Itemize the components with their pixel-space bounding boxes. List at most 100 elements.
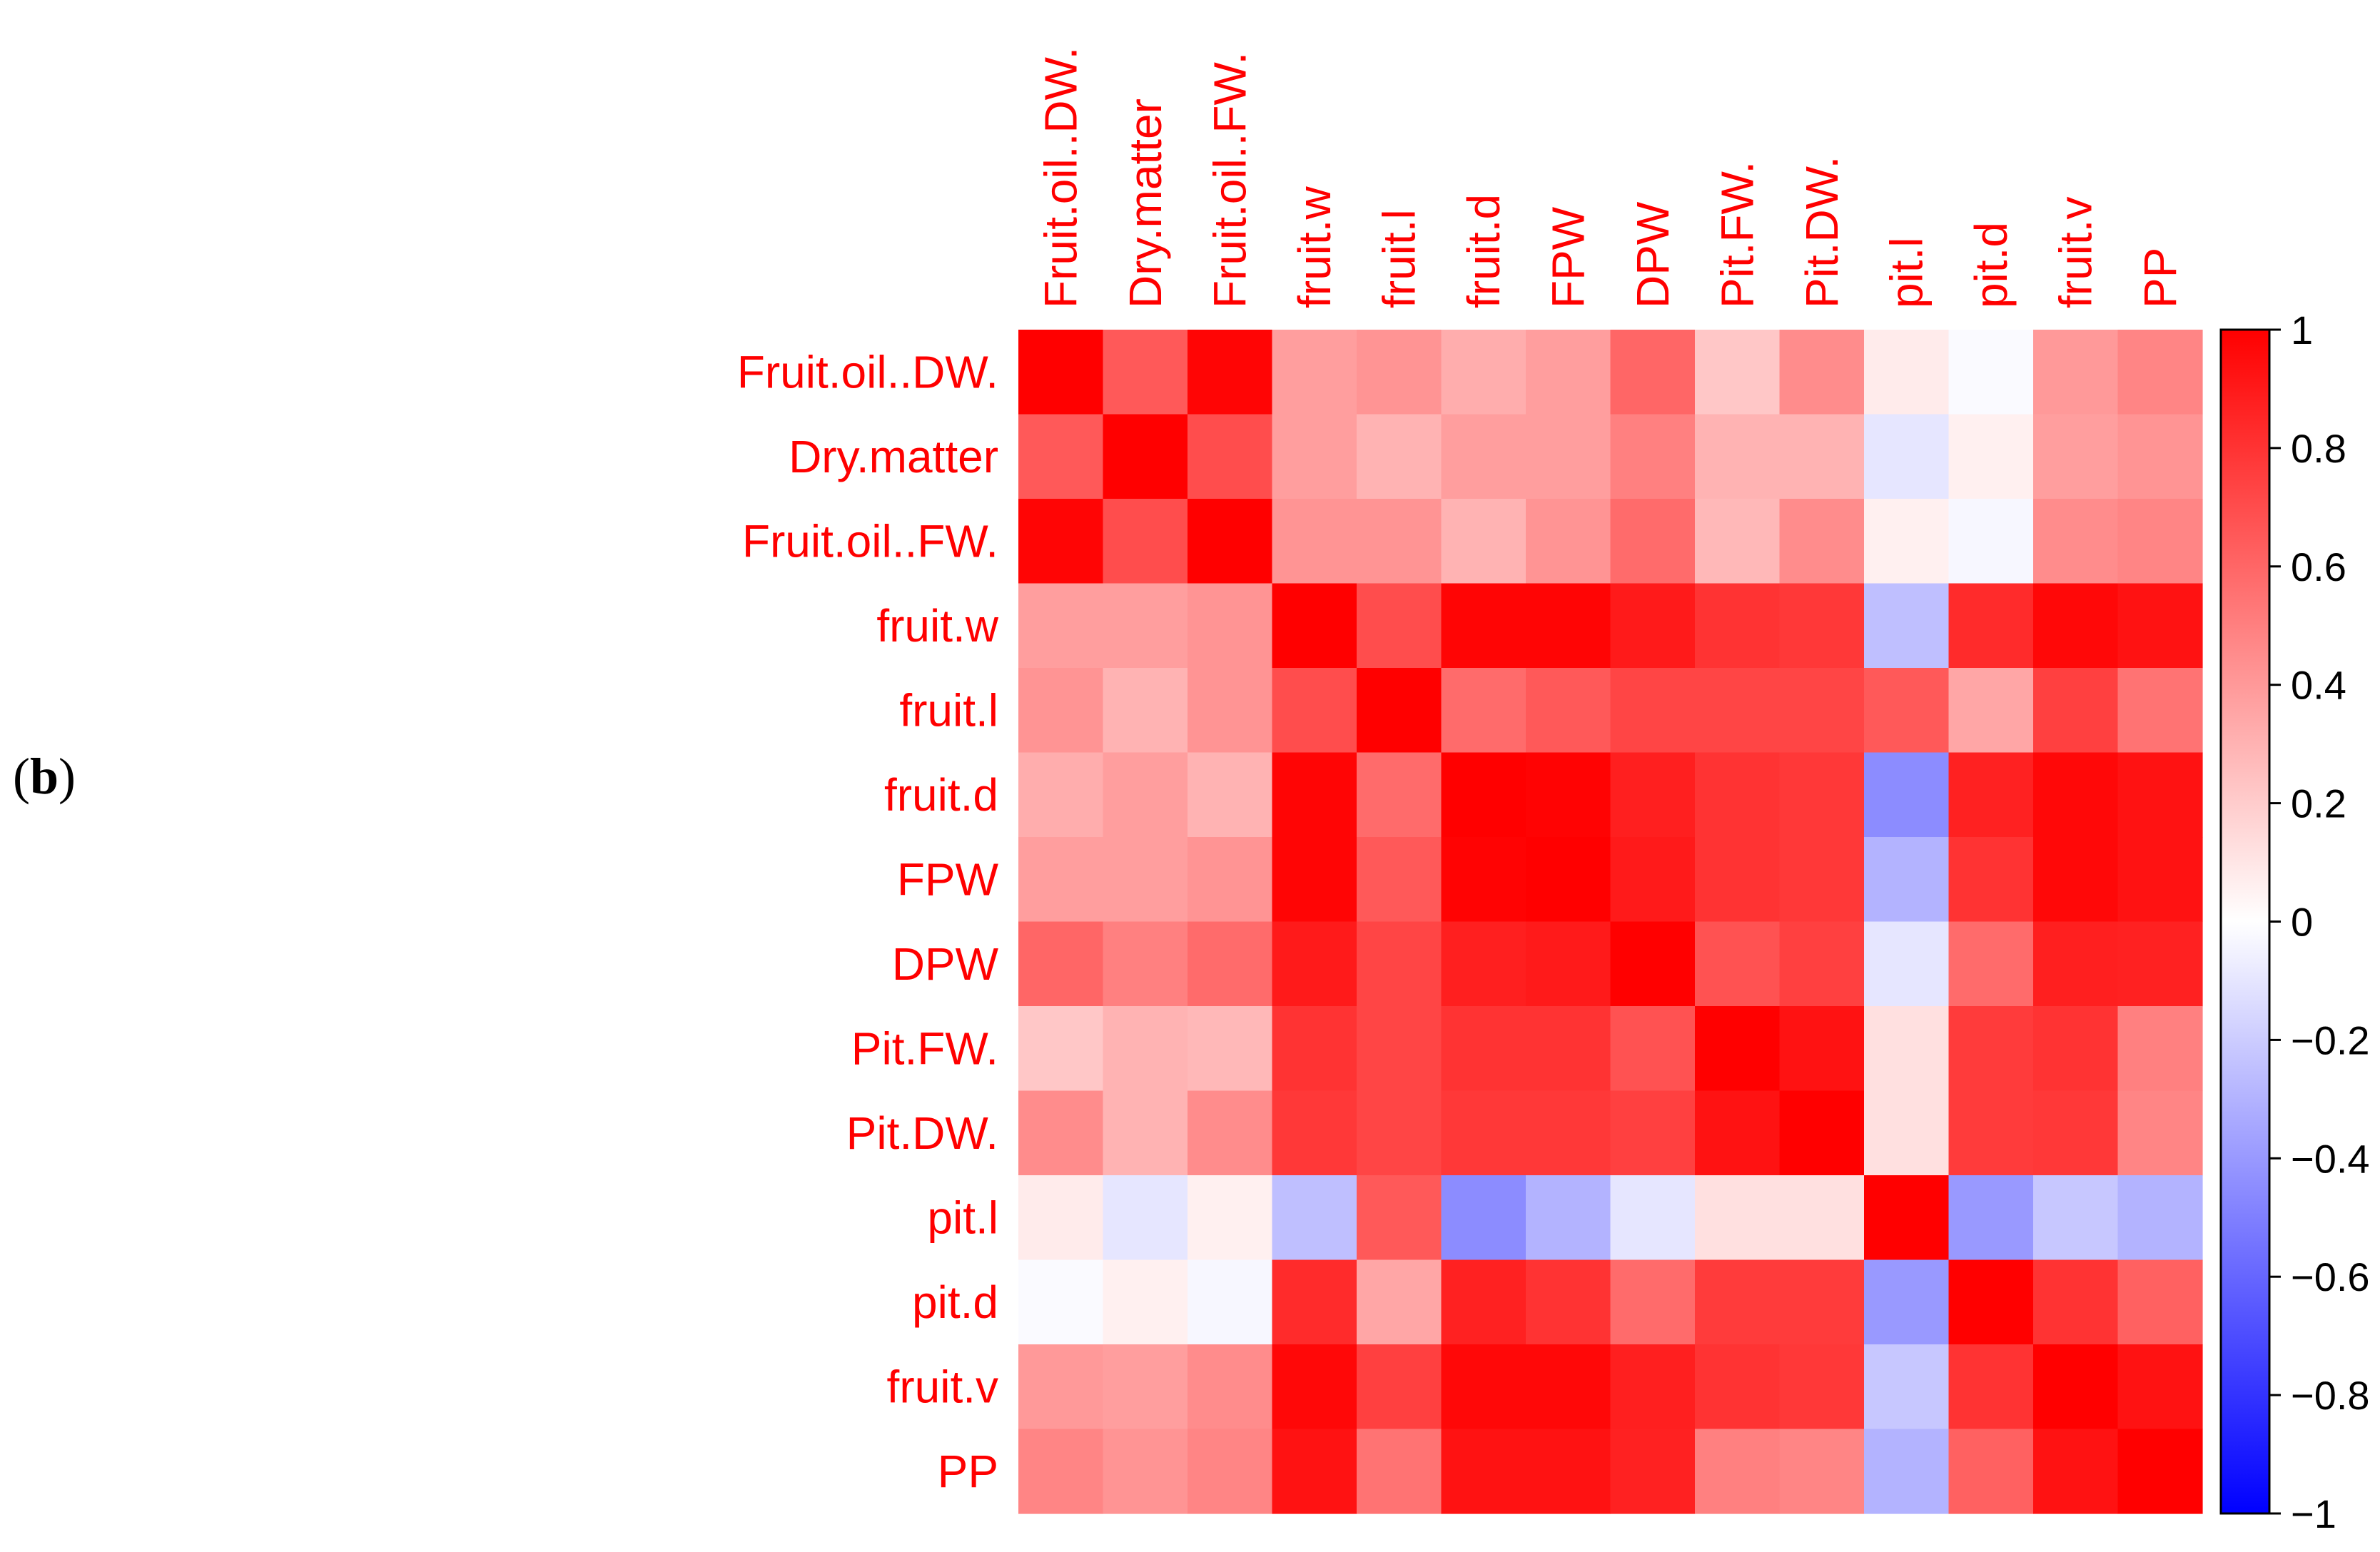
heatmap-cell-11-3 <box>1272 1259 1357 1345</box>
heatmap-cell-10-10 <box>1864 1175 1950 1261</box>
heatmap-cell-11-0 <box>1018 1259 1104 1345</box>
heatmap-cell-4-11 <box>1948 668 2034 754</box>
heatmap-cell-1-11 <box>1948 414 2034 499</box>
heatmap-cell-7-10 <box>1864 921 1950 1007</box>
heatmap-cell-6-0 <box>1018 837 1104 923</box>
heatmap-cell-1-5 <box>1441 414 1526 499</box>
column-label: FPW <box>1542 206 1594 308</box>
heatmap-cell-0-0 <box>1018 330 1104 415</box>
heatmap-cell-13-0 <box>1018 1429 1104 1514</box>
heatmap-cell-12-13 <box>2117 1344 2203 1430</box>
heatmap-cell-6-6 <box>1526 837 1611 923</box>
heatmap-cell-12-11 <box>1948 1344 2034 1430</box>
heatmap-cell-13-4 <box>1357 1429 1442 1514</box>
column-label: fruit.l <box>1373 209 1424 308</box>
heatmap-cell-12-0 <box>1018 1344 1104 1430</box>
heatmap-cell-4-1 <box>1103 668 1188 754</box>
heatmap-cell-4-13 <box>2117 668 2203 754</box>
column-label: Dry.matter <box>1120 98 1171 308</box>
heatmap-cell-3-2 <box>1188 583 1273 669</box>
heatmap-cell-5-8 <box>1695 752 1781 838</box>
heatmap-cell-2-8 <box>1695 499 1781 584</box>
heatmap-cell-2-5 <box>1441 499 1526 584</box>
colorbar-tick-label: −0.2 <box>2291 1018 2370 1062</box>
heatmap-cell-13-11 <box>1948 1429 2034 1514</box>
heatmap-cell-1-8 <box>1695 414 1781 499</box>
row-label: pit.l <box>927 1192 998 1243</box>
heatmap-cell-0-8 <box>1695 330 1781 415</box>
column-label: Pit.DW. <box>1796 156 1848 308</box>
row-label: PP <box>938 1446 998 1497</box>
heatmap-cell-2-13 <box>2117 499 2203 584</box>
heatmap-cell-3-3 <box>1272 583 1357 669</box>
heatmap-cell-1-1 <box>1103 414 1188 499</box>
heatmap-cell-12-7 <box>1610 1344 1696 1430</box>
heatmap-cell-13-3 <box>1272 1429 1357 1514</box>
heatmap-cell-10-12 <box>2033 1175 2119 1261</box>
colorbar-tick-label: 0 <box>2291 900 2313 945</box>
heatmap-cell-1-0 <box>1018 414 1104 499</box>
heatmap-cell-3-9 <box>1779 583 1865 669</box>
heatmap-cell-13-12 <box>2033 1429 2119 1514</box>
heatmap-cell-0-9 <box>1779 330 1865 415</box>
column-label: fruit.w <box>1289 186 1340 308</box>
heatmap-cell-10-6 <box>1526 1175 1611 1261</box>
heatmap-cell-0-3 <box>1272 330 1357 415</box>
heatmap-cell-6-1 <box>1103 837 1188 923</box>
heatmap-cell-6-10 <box>1864 837 1950 923</box>
row-label: Fruit.oil..DW. <box>737 346 998 397</box>
heatmap-cell-12-10 <box>1864 1344 1950 1430</box>
heatmap-cell-4-4 <box>1357 668 1442 754</box>
heatmap-cell-9-9 <box>1779 1090 1865 1176</box>
heatmap-cell-8-12 <box>2033 1006 2119 1092</box>
heatmap-cell-1-3 <box>1272 414 1357 499</box>
heatmap-cell-9-2 <box>1188 1090 1273 1176</box>
heatmap-cell-4-2 <box>1188 668 1273 754</box>
heatmap-cell-0-7 <box>1610 330 1696 415</box>
row-label: fruit.v <box>887 1361 998 1412</box>
heatmap-cell-4-8 <box>1695 668 1781 754</box>
heatmap-cell-6-7 <box>1610 837 1696 923</box>
heatmap-cell-11-5 <box>1441 1259 1526 1345</box>
heatmap-cell-8-3 <box>1272 1006 1357 1092</box>
heatmap-cell-10-5 <box>1441 1175 1526 1261</box>
heatmap-cell-6-8 <box>1695 837 1781 923</box>
colorbar-tick-label: −0.4 <box>2291 1136 2370 1181</box>
heatmap-cell-12-1 <box>1103 1344 1188 1430</box>
heatmap-cell-5-6 <box>1526 752 1611 838</box>
heatmap-cell-5-3 <box>1272 752 1357 838</box>
heatmap-cell-8-4 <box>1357 1006 1442 1092</box>
heatmap-cell-9-13 <box>2117 1090 2203 1176</box>
heatmap-cell-7-13 <box>2117 921 2203 1007</box>
heatmap-cell-8-11 <box>1948 1006 2034 1092</box>
heatmap-cell-10-11 <box>1948 1175 2034 1261</box>
row-label: Dry.matter <box>789 431 998 482</box>
heatmap-cell-5-11 <box>1948 752 2034 838</box>
heatmap-cell-4-12 <box>2033 668 2119 754</box>
heatmap-cell-6-9 <box>1779 837 1865 923</box>
heatmap-cell-1-4 <box>1357 414 1442 499</box>
heatmap-cell-2-7 <box>1610 499 1696 584</box>
heatmap-cell-11-7 <box>1610 1259 1696 1345</box>
heatmap-cell-0-11 <box>1948 330 2034 415</box>
heatmap-cell-7-9 <box>1779 921 1865 1007</box>
heatmap-cell-10-0 <box>1018 1175 1104 1261</box>
row-label: Pit.FW. <box>851 1023 998 1074</box>
heatmap-cell-1-7 <box>1610 414 1696 499</box>
heatmap-cell-8-9 <box>1779 1006 1865 1092</box>
heatmap-cell-7-1 <box>1103 921 1188 1007</box>
heatmap-cell-7-8 <box>1695 921 1781 1007</box>
row-label: pit.d <box>912 1277 998 1328</box>
heatmap-cell-5-13 <box>2117 752 2203 838</box>
heatmap-cell-4-3 <box>1272 668 1357 754</box>
heatmap-cell-12-12 <box>2033 1344 2119 1430</box>
colorbar-tick-label: 0.6 <box>2291 544 2346 589</box>
heatmap-cell-1-2 <box>1188 414 1273 499</box>
heatmap-cell-5-9 <box>1779 752 1865 838</box>
heatmap-cell-11-11 <box>1948 1259 2034 1345</box>
heatmap-cell-8-8 <box>1695 1006 1781 1092</box>
heatmap-cell-10-4 <box>1357 1175 1442 1261</box>
column-label: fruit.d <box>1458 194 1509 308</box>
heatmap-cell-1-10 <box>1864 414 1950 499</box>
